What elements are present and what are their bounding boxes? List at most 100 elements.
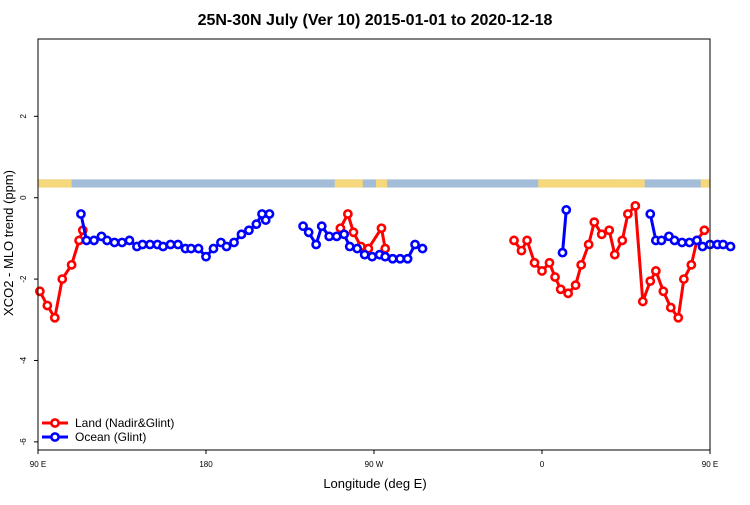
series-1-point-0-9	[137, 239, 148, 250]
series-0-point-2-20	[645, 276, 656, 287]
series-0-point-2-10	[576, 259, 587, 270]
series-0-point-2-8	[563, 288, 574, 299]
land-strip-5	[631, 179, 640, 188]
series-1-point-0-19	[208, 243, 219, 254]
series-1-point-1-1	[303, 227, 314, 238]
series-1-point-1-13	[387, 253, 398, 264]
series-0-point-1-2	[348, 227, 359, 238]
series-1-point-2-1	[561, 205, 572, 215]
series-0-point-2-3	[529, 257, 540, 268]
series-1-point-0-24	[244, 225, 254, 236]
y-tick-label-3: 0	[19, 195, 28, 200]
series-0-point-2-25	[678, 274, 689, 284]
series-1-point-0-0	[76, 209, 86, 219]
series-1-point-2-0	[557, 247, 568, 258]
legend-marker-1	[50, 432, 60, 442]
y-tick-label-4: 2	[19, 114, 28, 119]
series-1-point-3-8	[697, 241, 708, 252]
x-axis-label: Longitude (deg E)	[323, 476, 426, 491]
series-0-point-2-7	[555, 284, 566, 295]
series-0-point-2-15	[609, 249, 620, 260]
series-0-point-2-23	[665, 302, 676, 313]
land-strip-1	[334, 179, 363, 188]
legend-label-0: Land (Nadir&Glint)	[75, 416, 174, 430]
series-0-point-0-2	[49, 312, 60, 323]
y-tick-label-1: -4	[19, 356, 28, 364]
series-0-line-2	[512, 204, 706, 320]
series-1-point-1-16	[410, 239, 420, 250]
y-axis: -6 -4 -2 0 2	[19, 114, 38, 446]
series-1-point-0-17	[193, 243, 204, 254]
land-strip-2	[375, 179, 388, 188]
chart-title: 25N-30N July (Ver 10) 2015-01-01 to 2020…	[198, 12, 553, 29]
series-1-point-3-4	[669, 235, 680, 246]
series-0-point-2-18	[630, 200, 641, 211]
series-0-point-2-16	[617, 235, 628, 246]
series-0-point-0-3	[57, 274, 68, 284]
land-strip-4	[603, 179, 610, 188]
y-axis-label: XCO2 - MLO trend (ppm)	[1, 170, 16, 316]
series-0-point-2-13	[596, 229, 607, 240]
series-1-point-1-2	[311, 239, 322, 250]
legend-marker-0	[50, 418, 60, 428]
series-1-point-0-16	[186, 243, 196, 254]
series-0-point-2-19	[637, 296, 648, 307]
series-0-point-0-4	[66, 259, 77, 270]
series-1	[76, 205, 736, 264]
series-1-point-0-4	[102, 235, 112, 246]
series-1-point-1-12	[380, 251, 391, 262]
series-0-point-2-2	[522, 235, 532, 246]
series-1-point-1-15	[402, 253, 413, 264]
series-0-point-2-28	[699, 225, 710, 236]
x-tick-label-3: 0	[540, 460, 545, 469]
series-0-point-2-0	[509, 235, 519, 246]
x-tick-label-2: 90 W	[365, 460, 384, 469]
series-0-point-0-1	[42, 300, 53, 311]
series-1-point-3-0	[645, 209, 656, 219]
series-0-point-1-5	[376, 223, 387, 234]
series-1-point-3-6	[684, 237, 695, 248]
series-1-point-0-12	[158, 241, 168, 252]
series-1-point-1-14	[395, 253, 406, 264]
series-0-point-0-5	[74, 235, 84, 246]
series-0-point-2-4	[537, 266, 547, 276]
legend-label-1: Ocean (Glint)	[75, 430, 146, 444]
series-0-point-2-11	[583, 239, 594, 250]
series-0	[34, 200, 710, 323]
series-1-point-0-5	[109, 237, 120, 248]
series-1-point-0-22	[229, 237, 239, 248]
series-1-point-1-9	[359, 249, 370, 260]
x-tick-label-4: 90 E	[702, 460, 718, 469]
series-0-point-2-22	[658, 286, 669, 297]
land-strip-3	[538, 179, 645, 188]
series-1-point-1-4	[324, 231, 335, 242]
legend: Land (Nadir&Glint)Ocean (Glint)	[42, 416, 174, 444]
series-layer	[34, 200, 736, 323]
series-1-point-0-2	[89, 235, 99, 246]
series-0-point-0-0	[34, 286, 45, 297]
series-1-point-1-10	[367, 251, 378, 262]
land-strip-6	[700, 179, 710, 188]
series-0-point-2-24	[673, 312, 684, 323]
x-tick-label-0: 90 E	[30, 460, 46, 469]
series-1-point-0-13	[165, 239, 176, 250]
series-1-point-3-7	[692, 235, 702, 246]
series-1-point-0-25	[251, 219, 262, 230]
series-1-point-3-5	[677, 237, 687, 248]
series-1-point-1-17	[417, 243, 428, 254]
series-1-point-0-7	[124, 235, 135, 246]
series-1-line-2	[561, 209, 568, 253]
series-0-point-2-21	[650, 266, 661, 276]
series-0-point-2-5	[544, 257, 555, 268]
series-1-point-0-28	[264, 209, 275, 219]
ocean-strip	[38, 179, 710, 188]
land-ocean-mask	[38, 179, 710, 188]
series-1-point-0-1	[81, 235, 92, 246]
x-axis: 90 E 180 90 W 0 90 E	[30, 450, 718, 469]
series-1-point-0-14	[173, 239, 183, 250]
series-1-point-3-12	[725, 241, 736, 252]
series-1-point-1-7	[344, 241, 355, 252]
series-0-point-2-1	[516, 245, 527, 256]
y-tick-label-0: -6	[19, 438, 28, 446]
